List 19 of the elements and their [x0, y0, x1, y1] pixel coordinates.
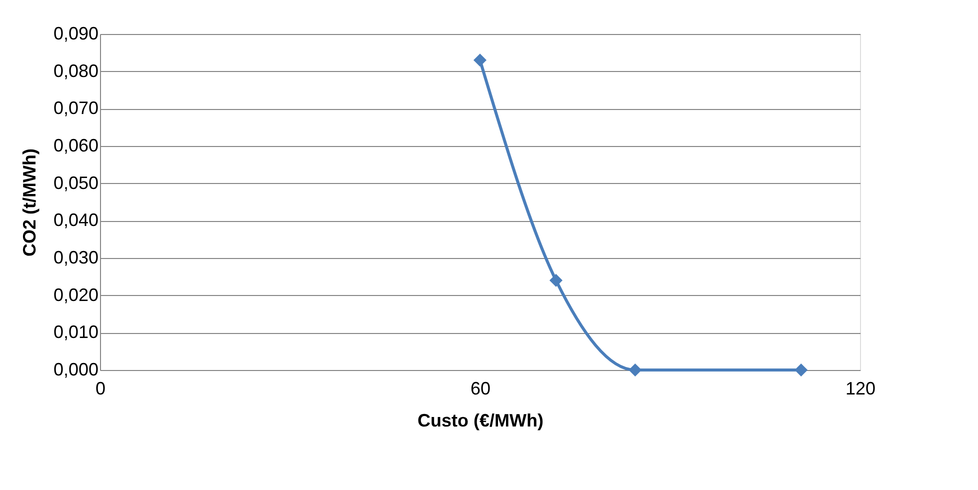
y-tick-label: 0,070	[53, 98, 98, 118]
point	[794, 363, 808, 377]
x-axis-title: Custo (€/MWh)	[418, 410, 544, 430]
point	[549, 274, 563, 287]
x-tick-label: 60	[470, 378, 491, 398]
y-tick-label: 0,020	[53, 284, 98, 305]
x-tick-label: 0	[95, 378, 106, 398]
y-tick-label: 0,050	[53, 172, 98, 193]
y-tick-label: 0,090	[53, 24, 98, 44]
x-tick-label: 120	[845, 378, 876, 398]
y-tick-label: 0,010	[53, 322, 98, 342]
y-tick-label: 0,040	[53, 210, 98, 230]
y-tick-label: 0,030	[53, 248, 98, 268]
y-tick-label: 0,060	[53, 136, 98, 156]
point	[473, 54, 487, 67]
y-tick-label: 0,080	[53, 60, 98, 81]
y-axis-title: CO2 (t/MWh)	[19, 148, 40, 256]
y-tick-label: 0,000	[53, 360, 98, 380]
point	[628, 363, 642, 377]
